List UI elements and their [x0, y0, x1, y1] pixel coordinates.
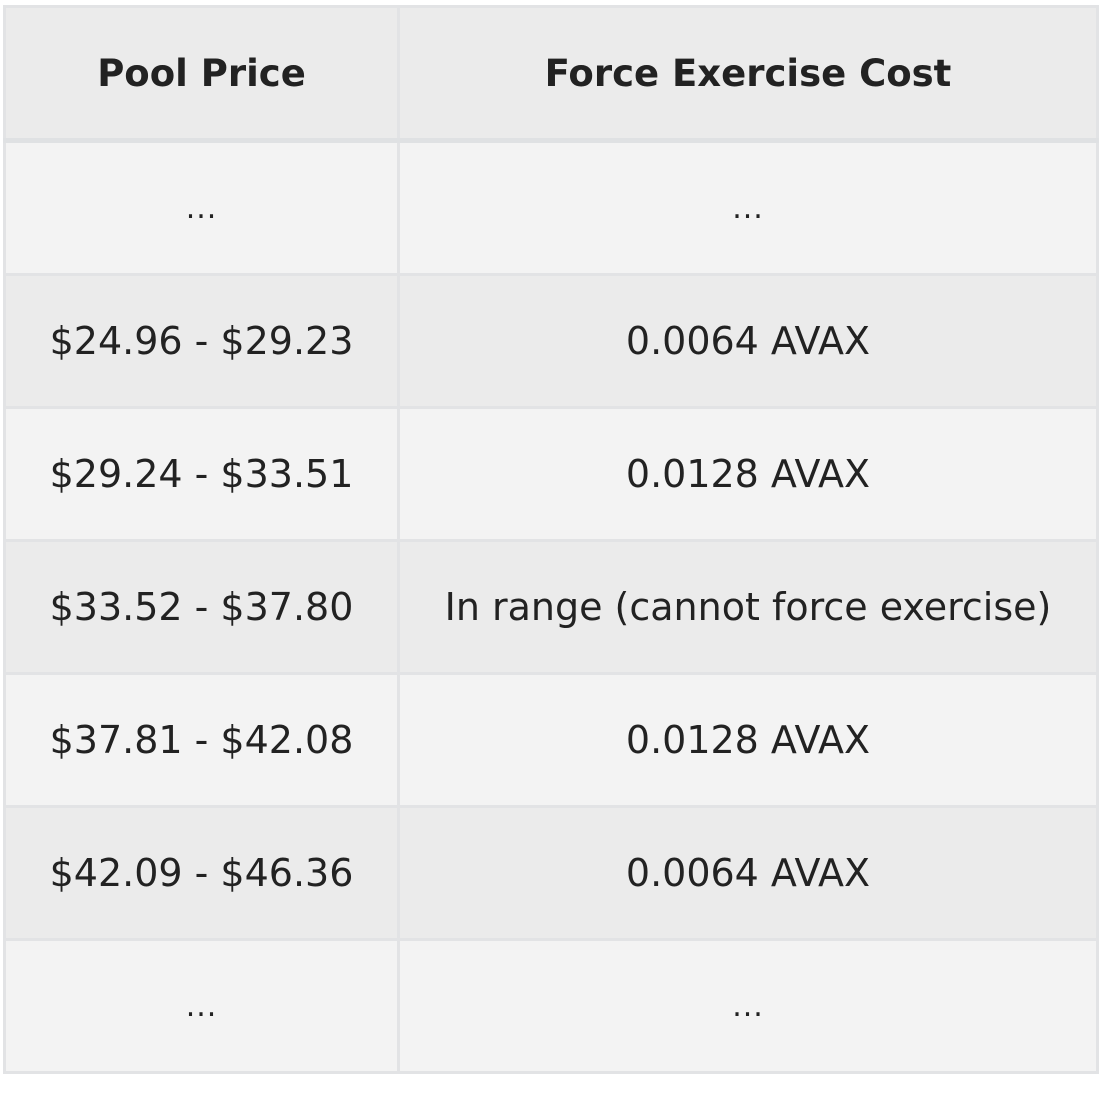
table-row: $42.09 - $46.36 0.0064 AVAX: [3, 805, 1099, 941]
table-row: $29.24 - $33.51 0.0128 AVAX: [3, 406, 1099, 542]
pool-price-cell: $33.52 - $37.80: [3, 539, 400, 675]
table-body: ... ... $24.96 - $29.23 0.0064 AVAX $29.…: [3, 139, 1099, 1074]
pool-price-cell: $37.81 - $42.08: [3, 672, 400, 808]
force-exercise-cost-cell: 0.0128 AVAX: [397, 406, 1099, 542]
pool-price-cell: $29.24 - $33.51: [3, 406, 400, 542]
force-exercise-cost-cell: ...: [397, 139, 1099, 276]
column-header-pool-price: Pool Price: [3, 5, 400, 143]
pool-price-cell: $42.09 - $46.36: [3, 805, 400, 941]
table-row: ... ...: [3, 139, 1099, 276]
force-exercise-cost-cell: 0.0064 AVAX: [397, 273, 1099, 409]
force-exercise-cost-table: Pool Price Force Exercise Cost ... ... $…: [3, 5, 1099, 1074]
pool-price-cell: ...: [3, 938, 400, 1074]
price-table-container: Pool Price Force Exercise Cost ... ... $…: [3, 5, 1099, 1074]
force-exercise-cost-cell: In range (cannot force exercise): [397, 539, 1099, 675]
table-row: $33.52 - $37.80 In range (cannot force e…: [3, 539, 1099, 675]
table-header: Pool Price Force Exercise Cost: [3, 5, 1099, 143]
table-row: ... ...: [3, 938, 1099, 1074]
pool-price-cell: ...: [3, 139, 400, 276]
force-exercise-cost-cell: 0.0064 AVAX: [397, 805, 1099, 941]
column-header-force-exercise-cost: Force Exercise Cost: [397, 5, 1099, 143]
table-row: $24.96 - $29.23 0.0064 AVAX: [3, 273, 1099, 409]
force-exercise-cost-cell: ...: [397, 938, 1099, 1074]
table-row: $37.81 - $42.08 0.0128 AVAX: [3, 672, 1099, 808]
header-row: Pool Price Force Exercise Cost: [3, 5, 1099, 143]
force-exercise-cost-cell: 0.0128 AVAX: [397, 672, 1099, 808]
pool-price-cell: $24.96 - $29.23: [3, 273, 400, 409]
